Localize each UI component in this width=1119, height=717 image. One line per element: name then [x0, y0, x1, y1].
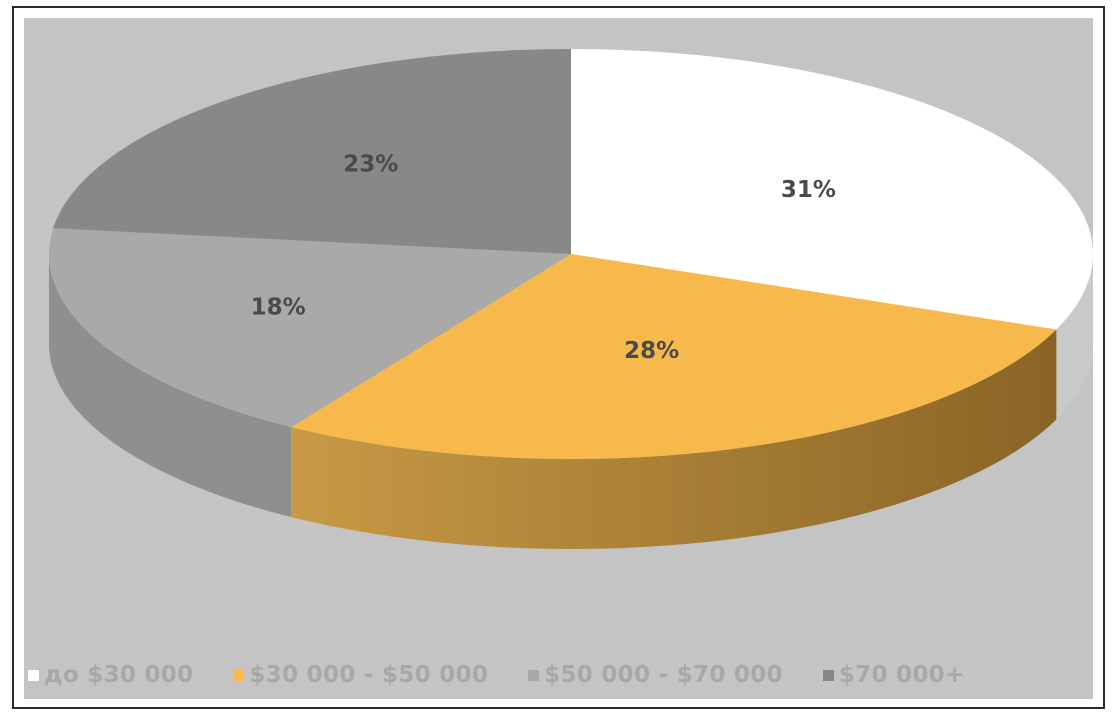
chart-legend: до $30 000 $30 000 - $50 000 $50 000 - $…: [28, 662, 965, 688]
pie-chart: 31% 28% 18% 23%: [24, 18, 1093, 699]
chart-frame: 31% 28% 18% 23%: [12, 6, 1105, 709]
data-label-0: 31%: [781, 177, 836, 203]
chart-area: 31% 28% 18% 23%: [24, 18, 1093, 699]
legend-swatch-2: [528, 670, 539, 681]
data-label-2: 18%: [251, 295, 306, 321]
legend-label-0: до $30 000: [44, 662, 193, 688]
data-label-1: 28%: [624, 338, 679, 364]
legend-item-0: до $30 000: [28, 662, 193, 688]
legend-label-2: $50 000 - $70 000: [544, 662, 783, 688]
legend-label-1: $30 000 - $50 000: [249, 662, 488, 688]
legend-item-1: $30 000 - $50 000: [233, 662, 488, 688]
legend-swatch-1: [233, 670, 244, 681]
data-label-3: 23%: [343, 151, 398, 177]
pie-slice-3: [53, 49, 571, 254]
pie-slices: [49, 49, 1093, 459]
legend-swatch-0: [28, 670, 39, 681]
legend-item-3: $70 000+: [823, 662, 965, 688]
legend-swatch-3: [823, 670, 834, 681]
legend-item-2: $50 000 - $70 000: [528, 662, 783, 688]
legend-label-3: $70 000+: [839, 662, 965, 688]
